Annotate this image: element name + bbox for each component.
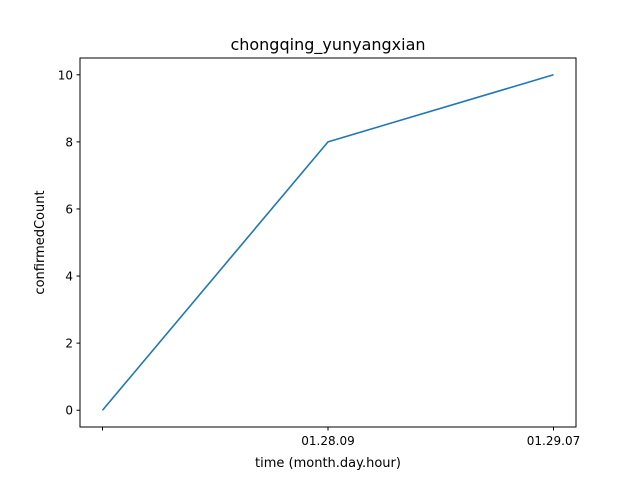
x-tick-label: 01.29.07 [527, 434, 580, 448]
y-tick-label: 10 [58, 68, 73, 82]
y-tick-label: 4 [65, 270, 73, 284]
series-line-0 [101, 74, 554, 411]
y-tick-label: 8 [65, 135, 73, 149]
chart-title: chongqing_yunyangxian [230, 35, 425, 55]
x-axis-label: time (month.day.hour) [255, 456, 401, 471]
plot-area [80, 58, 576, 427]
x-axis-ticks: 01.28.09 01.29.07 [102, 427, 580, 448]
y-tick-label: 6 [65, 202, 73, 216]
y-axis-label: confirmedCount [33, 190, 48, 294]
plot-frame [79, 57, 577, 428]
x-tick-label: 01.28.09 [301, 434, 354, 448]
series-group [101, 74, 554, 411]
y-axis-ticks: 0 2 4 6 8 10 [58, 68, 80, 418]
y-tick-label: 2 [65, 337, 73, 351]
y-tick-label: 0 [65, 404, 73, 418]
